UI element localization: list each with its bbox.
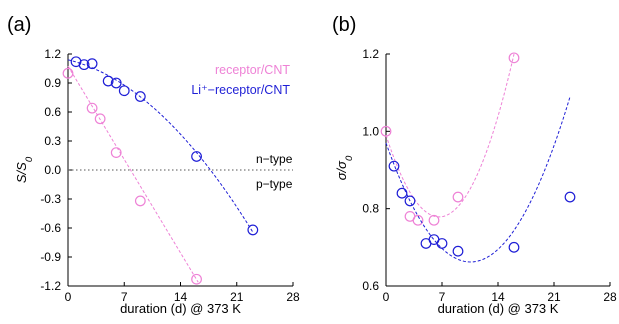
- x-axis-label: duration (d) @ 373 K: [438, 301, 559, 316]
- fit-curve: [67, 59, 254, 233]
- x-tick-label: 28: [603, 290, 617, 304]
- data-point: [134, 91, 146, 102]
- data-point: [564, 191, 576, 203]
- data-point: [404, 195, 416, 207]
- data-point: [191, 273, 202, 285]
- panel-a: (a) -1.2 -0.9 -0.6 -0.3 0.0 0.3 0.6 0.9 1.2 0 7 14 21…: [7, 14, 300, 316]
- y-tick-label: 1.2: [362, 47, 379, 61]
- y-tick-label: 0.0: [44, 163, 61, 177]
- y-tick-label: -0.3: [40, 192, 61, 206]
- x-tick-label: 14: [491, 290, 505, 304]
- series-li-receptor-cnt: [67, 56, 259, 236]
- y-axis-label: σ/σ0: [334, 155, 355, 180]
- data-point: [428, 214, 440, 226]
- data-point: [78, 59, 90, 71]
- fit-curve: [385, 96, 571, 263]
- y-tick-label: 0.3: [44, 134, 61, 148]
- legend-entry-li-receptor-cnt: Li⁺−receptor/CNT: [191, 83, 290, 97]
- data-point: [380, 125, 392, 137]
- data-point: [191, 151, 202, 162]
- series-receptor-cnt: [62, 65, 202, 285]
- data-point: [452, 245, 464, 257]
- panel-label: (a): [7, 14, 31, 36]
- y-axis-label: S/S0: [14, 156, 35, 183]
- y-tick-label: -0.6: [40, 221, 61, 235]
- data-point: [110, 77, 122, 89]
- p-type-label: p−type: [256, 177, 293, 191]
- panel-label: (b): [332, 14, 356, 36]
- y-tick-label: 0.9: [44, 76, 61, 90]
- data-point: [452, 191, 464, 203]
- x-tick-label: 28: [286, 290, 300, 304]
- x-tick-label: 21: [547, 290, 561, 304]
- fit-curve: [67, 65, 199, 283]
- x-axis-label: duration (d) @ 373 K: [120, 301, 241, 316]
- series-li-receptor-cnt: [385, 96, 576, 263]
- data-point: [94, 113, 106, 125]
- y-tick-label: 1.0: [362, 124, 379, 138]
- y-tick-label: -1.2: [40, 279, 61, 293]
- y-tick-label: 1.2: [44, 47, 61, 61]
- data-point: [110, 147, 122, 159]
- x-tick-label: 0: [65, 290, 72, 304]
- data-point: [412, 214, 424, 226]
- y-tick-label: 0.6: [44, 105, 61, 119]
- data-point: [508, 52, 520, 64]
- x-tick-label: 7: [439, 290, 446, 304]
- data-point: [388, 160, 400, 172]
- data-point: [62, 67, 74, 79]
- fit-curve: [385, 54, 515, 218]
- x-tick-label: 7: [121, 290, 128, 304]
- data-point: [134, 195, 146, 207]
- data-point: [436, 238, 448, 249]
- panel-b: (b) 0.6 0.8 1.0 1.2 0 7 14 21 28 duration (d) @ 37…: [332, 14, 617, 316]
- series-receptor-cnt: [380, 52, 520, 226]
- y-tick-label: -0.9: [40, 250, 61, 264]
- data-point: [118, 85, 130, 97]
- x-tick-label: 0: [383, 290, 390, 304]
- y-tick-label: 0.6: [362, 279, 379, 293]
- data-point: [102, 75, 114, 87]
- x-tick-label: 21: [230, 290, 244, 304]
- data-point: [86, 102, 98, 114]
- data-point: [86, 58, 98, 70]
- x-tick-label: 14: [174, 290, 188, 304]
- data-point: [396, 187, 408, 199]
- data-point: [508, 241, 520, 253]
- data-point: [247, 224, 259, 236]
- y-tick-label: 0.8: [362, 202, 379, 216]
- n-type-label: n−type: [256, 152, 293, 166]
- legend-entry-receptor-cnt: receptor/CNT: [215, 63, 290, 77]
